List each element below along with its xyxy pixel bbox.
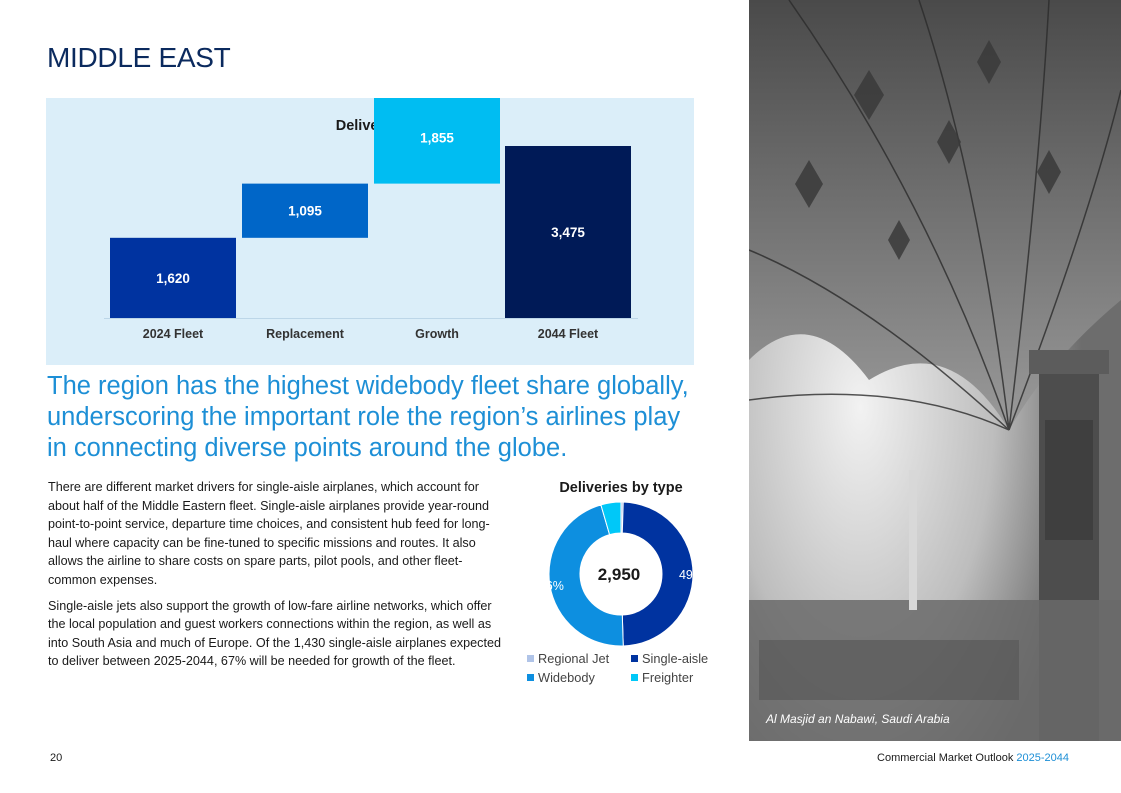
page-title: MIDDLE EAST <box>47 42 231 73</box>
bar-value-label-replacement: 1,095 <box>288 204 322 219</box>
bar-replacement <box>242 183 368 238</box>
legend-item-freighter: Freighter <box>631 670 693 685</box>
body-text: There are different market drivers for s… <box>48 478 503 678</box>
legend-label: Widebody <box>538 670 595 685</box>
bar-value-label-growth: 1,855 <box>420 131 454 146</box>
bar-growth <box>374 98 500 184</box>
donut-center-total: 2,950 <box>598 565 641 584</box>
legend-item-widebody: Widebody <box>527 670 595 685</box>
tick-label-2024-fleet: 2024 Fleet <box>143 327 204 341</box>
footer-years: 2025-2044 <box>1016 752 1069 764</box>
photo-caption: Al Masjid an Nabawi, Saudi Arabia <box>766 712 950 726</box>
deliveries-by-type-donut-chart: Deliveries by type 2,950 49% 46% <box>539 480 704 647</box>
donut-title: Deliveries by type <box>559 480 682 496</box>
bar-value-label-2024-fleet: 1,620 <box>156 271 190 286</box>
legend-label: Single-aisle <box>642 651 709 666</box>
footer-publication: Commercial Market Outlook 2025-2044 <box>877 752 1069 764</box>
slice-freighter <box>600 501 622 536</box>
bar-value-label-2044-fleet: 3,475 <box>551 225 585 240</box>
legend-item-single-aisle: Single-aisle <box>631 651 708 666</box>
legend-label: Regional Jet <box>538 651 610 666</box>
tick-label-2044-fleet: 2044 Fleet <box>538 327 599 341</box>
page-number: 20 <box>50 752 63 764</box>
legend-swatch <box>527 674 534 681</box>
tick-label-replacement: Replacement <box>266 327 345 341</box>
legend-swatch <box>527 655 534 662</box>
legend-swatch <box>631 655 638 662</box>
body-paragraph-1: There are different market drivers for s… <box>48 480 490 587</box>
slice-single-aisle <box>621 501 694 647</box>
legend-label: Freighter <box>642 670 694 685</box>
legend-item-regional-jet: Regional Jet <box>527 651 609 666</box>
bar-2044-fleet <box>505 146 631 318</box>
body-paragraph-2: Single-aisle jets also support the growt… <box>48 598 501 669</box>
section-headline: The region has the highest widebody flee… <box>47 372 689 462</box>
footer-title: Commercial Market Outlook <box>877 752 1017 764</box>
tick-label-growth: Growth <box>415 327 459 341</box>
legend-swatch <box>631 674 638 681</box>
photo-umbrellas <box>749 0 1121 741</box>
slice-label-single-aisle: 49% <box>679 568 704 582</box>
slice-widebody <box>548 504 624 647</box>
slice-label-widebody: 46% <box>539 579 564 593</box>
bar-2024-fleet <box>110 237 236 318</box>
